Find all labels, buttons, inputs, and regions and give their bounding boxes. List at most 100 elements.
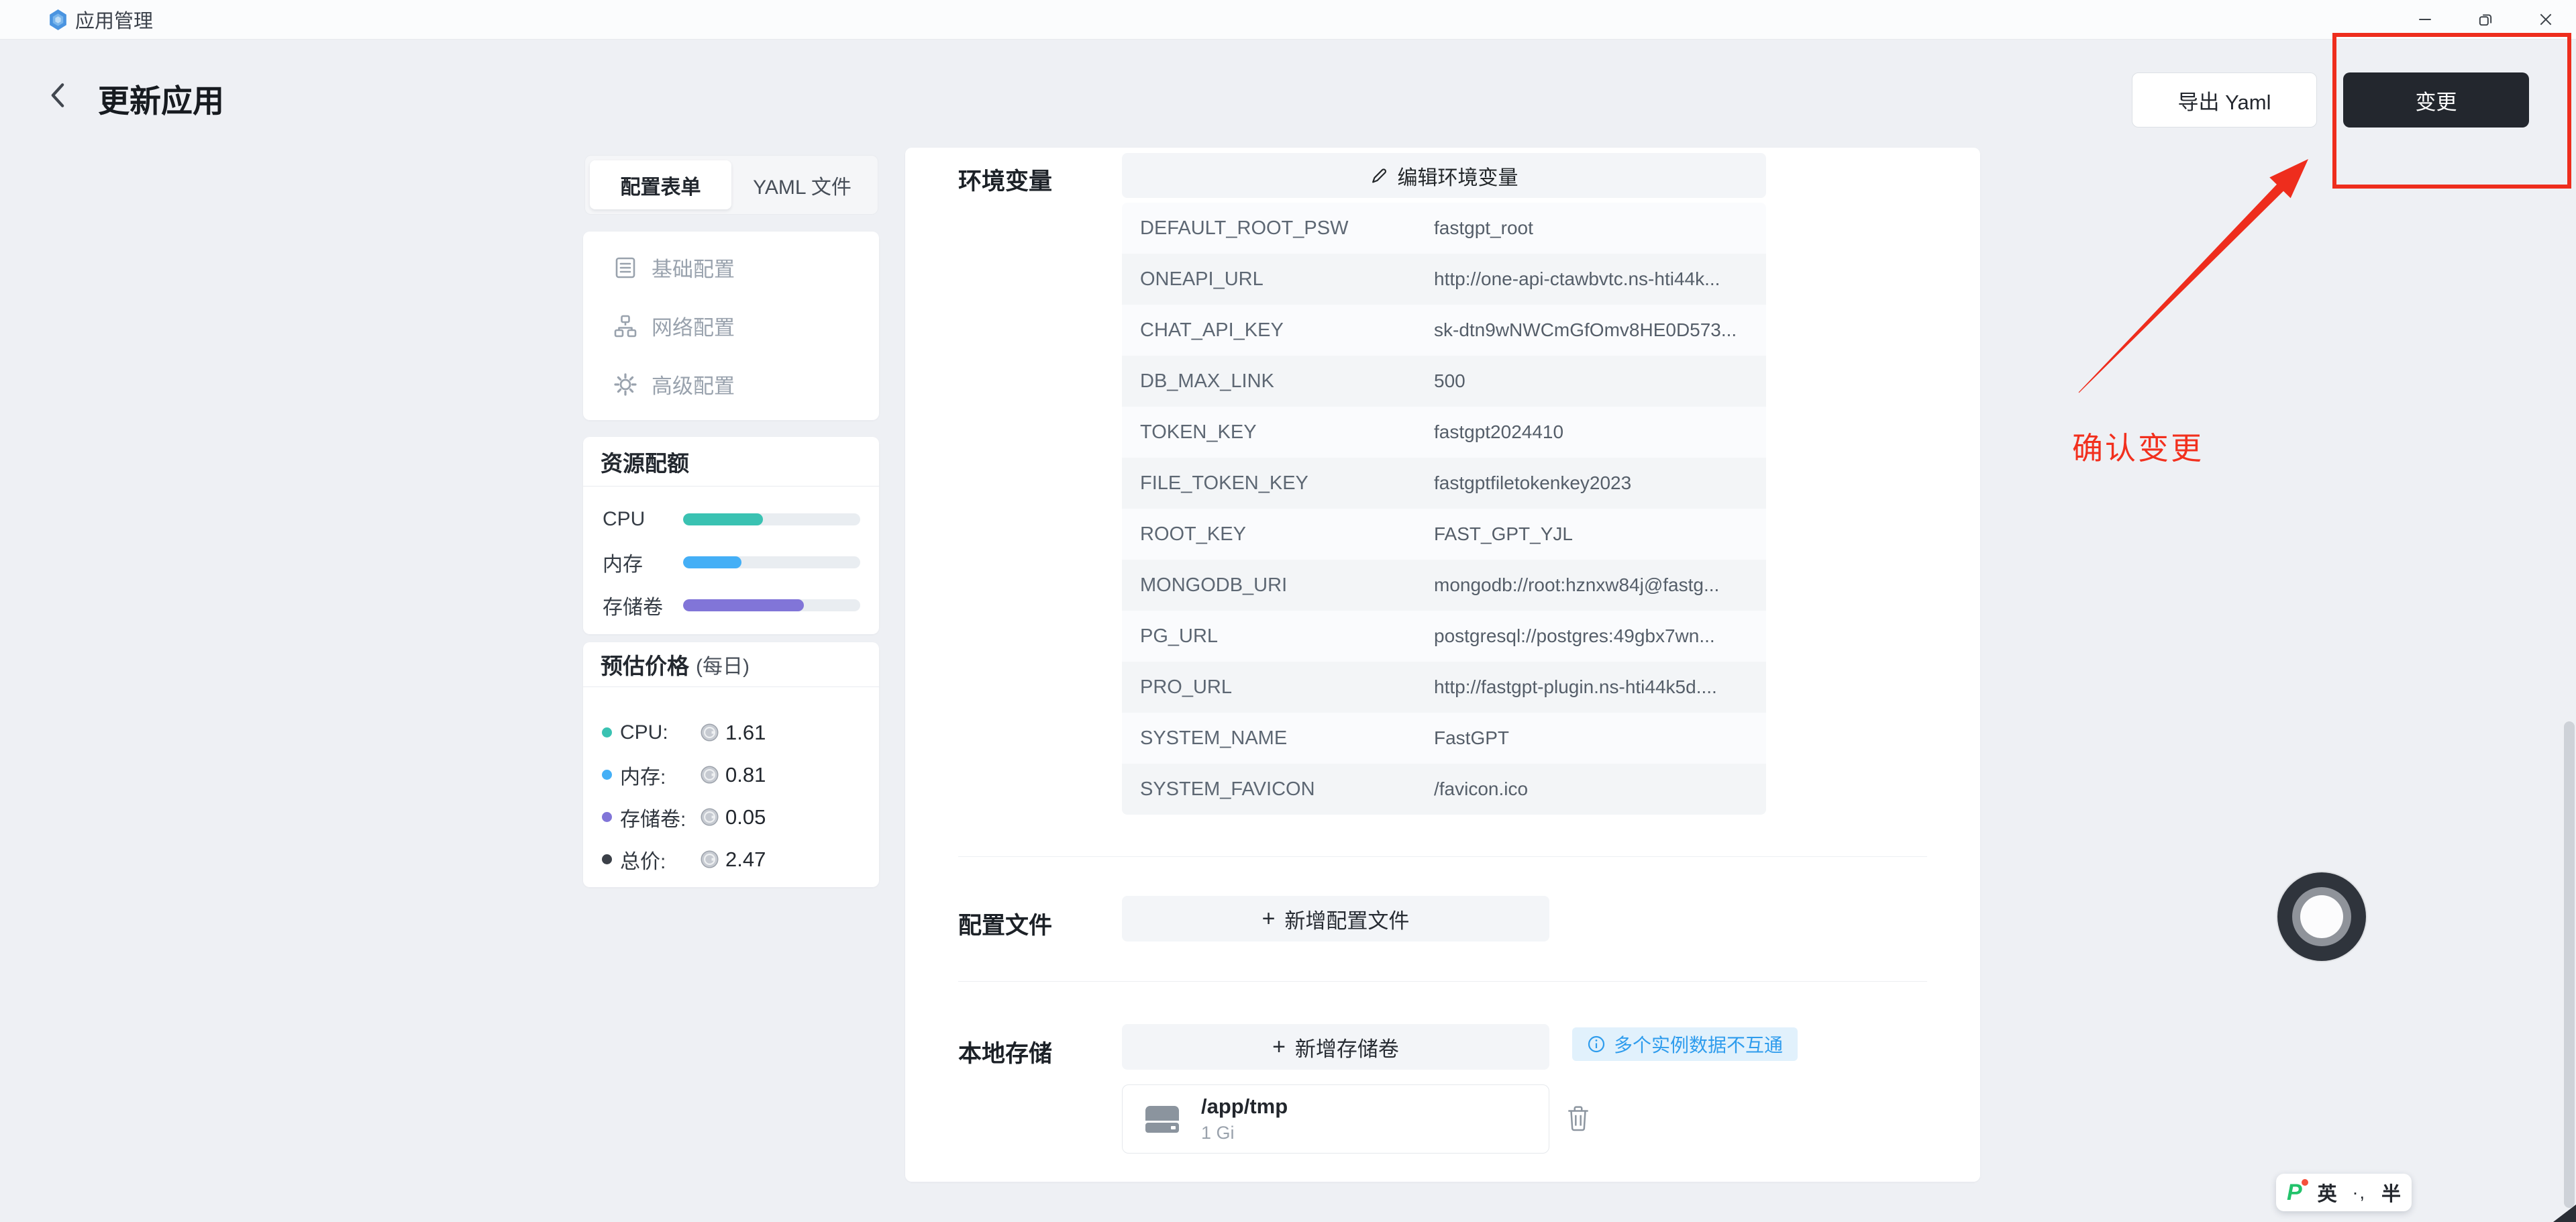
plus-icon: + <box>1272 1034 1286 1060</box>
config-nav: 基础配置 网络配置 <box>583 232 879 420</box>
env-var-row: PG_URL postgresql://postgres:49gbx7wn... <box>1122 611 1766 662</box>
window-controls <box>2395 0 2576 39</box>
total-color-dot <box>602 854 612 864</box>
section-divider <box>958 856 1927 857</box>
env-var-key: CHAT_API_KEY <box>1140 319 1284 341</box>
storage-progress-bar <box>683 599 860 611</box>
volume-size: 1 Gi <box>1201 1123 1235 1143</box>
back-button[interactable] <box>40 77 75 114</box>
ime-logo-icon: P <box>2287 1179 2308 1204</box>
cursor-fragment <box>2553 1205 2576 1222</box>
coin-icon <box>701 723 719 742</box>
env-var-key: TOKEN_KEY <box>1140 421 1257 443</box>
section-divider <box>958 981 1927 982</box>
env-var-value: mongodb://root:hznxw84j@fastg... <box>1434 574 1720 595</box>
ime-punctuation-toggle[interactable]: ·, <box>2352 1182 2367 1203</box>
env-var-value: http://fastgpt-plugin.ns-hti44k5d.... <box>1434 676 1717 697</box>
info-icon <box>1587 1035 1606 1054</box>
env-var-row: DB_MAX_LINK 500 <box>1122 356 1766 407</box>
storage-hint-badge: 多个实例数据不互通 <box>1572 1027 1798 1061</box>
close-button[interactable] <box>2516 0 2576 39</box>
tab-yaml-file[interactable]: YAML 文件 <box>753 176 852 199</box>
delete-volume-button[interactable] <box>1561 1101 1596 1136</box>
env-var-key: FILE_TOKEN_KEY <box>1140 472 1308 494</box>
annotation-label: 确认变更 <box>2072 431 2204 466</box>
nav-item-label: 高级配置 <box>652 374 735 398</box>
config-file-label: 配置文件 <box>958 913 1053 939</box>
memory-color-dot <box>602 770 612 780</box>
env-var-value: http://one-api-ctawbvtc.ns-hti44k... <box>1434 268 1720 289</box>
env-var-key: SYSTEM_FAVICON <box>1140 778 1315 800</box>
env-var-value: /favicon.ico <box>1434 778 1529 799</box>
nav-item-advanced-config[interactable]: 高级配置 <box>583 355 879 413</box>
add-volume-button[interactable]: + 新增存储卷 <box>1122 1024 1549 1070</box>
tab-config-form[interactable]: 配置表单 <box>590 160 731 209</box>
env-var-key: MONGODB_URI <box>1140 574 1288 596</box>
click-indicator-core <box>2300 895 2343 938</box>
nav-item-label: 网络配置 <box>652 316 735 340</box>
env-var-row: MONGODB_URI mongodb://root:hznxw84j@fastg… <box>1122 560 1766 611</box>
scrollbar[interactable] <box>2564 721 2575 1208</box>
env-var-value: fastgpt2024410 <box>1434 421 1564 442</box>
config-mode-tabs: 配置表单 YAML 文件 <box>584 155 878 215</box>
quota-row-cpu: CPU <box>583 498 879 541</box>
local-storage-label: 本地存储 <box>958 1041 1053 1067</box>
restore-button[interactable] <box>2455 0 2516 39</box>
apply-button[interactable]: 变更 <box>2343 72 2529 128</box>
export-yaml-button[interactable]: 导出 Yaml <box>2132 72 2317 128</box>
env-var-key: PG_URL <box>1140 625 1219 647</box>
env-var-row: TOKEN_KEY fastgpt2024410 <box>1122 407 1766 458</box>
config-form-panel: 环境变量 编辑环境变量 DEFAULT_ROOT_PSW fastgpt_root… <box>905 148 1980 1182</box>
resource-quota-title: 资源配额 <box>583 437 879 487</box>
coin-icon <box>701 766 719 784</box>
env-var-row: FILE_TOKEN_KEY fastgptfiletokenkey2023 <box>1122 458 1766 509</box>
click-indicator <box>2277 872 2366 961</box>
env-var-value: 500 <box>1434 370 1465 391</box>
plus-icon: + <box>1261 906 1276 931</box>
storage-color-dot <box>602 812 612 822</box>
env-var-row: PRO_URL http://fastgpt-plugin.ns-hti44k5d… <box>1122 662 1766 713</box>
nav-item-basic-config[interactable]: 基础配置 <box>583 238 879 297</box>
window-title: 应用管理 <box>75 11 154 32</box>
price-row-total: 总价: 2.47 <box>583 838 879 880</box>
env-vars-label: 环境变量 <box>958 168 1053 195</box>
app-logo-icon <box>47 9 69 31</box>
volume-path: /app/tmp <box>1201 1094 1288 1118</box>
network-icon <box>613 313 638 339</box>
coin-icon <box>701 808 719 826</box>
form-icon <box>613 255 638 281</box>
env-var-value: fastgpt_root <box>1434 217 1533 238</box>
quota-row-memory: 内存 <box>583 541 879 584</box>
env-var-key: ROOT_KEY <box>1140 523 1246 545</box>
env-var-key: SYSTEM_NAME <box>1140 727 1288 749</box>
resource-quota-card: 资源配额 CPU 内存 存储卷 <box>583 437 879 634</box>
add-config-file-button[interactable]: + 新增配置文件 <box>1122 896 1549 941</box>
titlebar: 应用管理 <box>0 0 2576 40</box>
coin-icon <box>701 850 719 868</box>
pencil-icon <box>1370 166 1388 185</box>
volume-item[interactable]: /app/tmp 1 Gi <box>1122 1084 1549 1154</box>
price-estimate-card: 预估价格 (每日) CPU: 1.61 内存: 0.81 <box>583 642 879 887</box>
env-var-value: fastgptfiletokenkey2023 <box>1434 472 1632 493</box>
env-var-value: FAST_GPT_YJL <box>1434 523 1573 544</box>
env-var-key: DB_MAX_LINK <box>1140 370 1274 392</box>
env-var-key: ONEAPI_URL <box>1140 268 1264 290</box>
env-var-row: CHAT_API_KEY sk-dtn9wNWCmGfOmv8HE0D573... <box>1122 305 1766 356</box>
price-row-cpu: CPU: 1.61 <box>583 711 879 754</box>
page-title: 更新应用 <box>98 83 224 119</box>
env-var-row: DEFAULT_ROOT_PSW fastgpt_root <box>1122 203 1766 254</box>
env-var-row: ROOT_KEY FAST_GPT_YJL <box>1122 509 1766 560</box>
env-var-row: ONEAPI_URL http://one-api-ctawbvtc.ns-hti… <box>1122 254 1766 305</box>
nav-item-network-config[interactable]: 网络配置 <box>583 297 879 355</box>
ime-toolbar[interactable]: P 英 ·, 半 <box>2276 1174 2412 1211</box>
ime-language-toggle[interactable]: 英 <box>2317 1184 2337 1205</box>
ime-width-toggle[interactable]: 半 <box>2381 1184 2401 1205</box>
annotation-highlight-box <box>2332 33 2571 189</box>
edit-env-vars-button[interactable]: 编辑环境变量 <box>1122 153 1766 198</box>
env-var-value: sk-dtn9wNWCmGfOmv8HE0D573... <box>1434 319 1737 340</box>
price-row-memory: 内存: 0.81 <box>583 754 879 796</box>
hard-drive-icon <box>1145 1105 1180 1134</box>
minimize-button[interactable] <box>2395 0 2455 39</box>
